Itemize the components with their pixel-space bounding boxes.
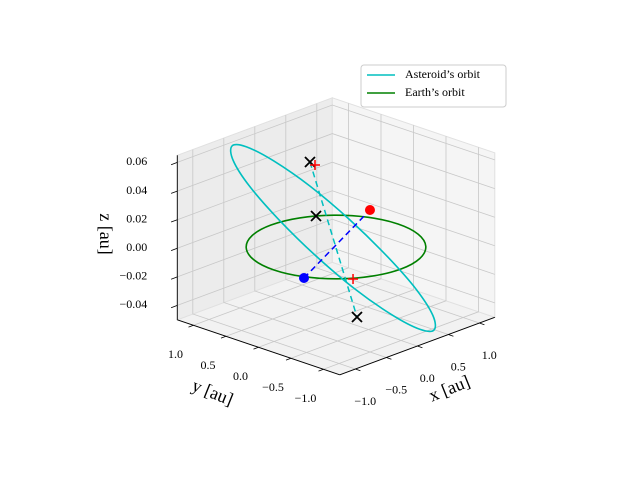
tick-mark <box>285 357 292 361</box>
grid-line <box>177 133 495 192</box>
grid-line <box>316 103 480 324</box>
grid-line <box>258 125 414 348</box>
dashed-link <box>303 209 371 279</box>
grid-line <box>193 103 349 326</box>
grid-line <box>290 136 447 359</box>
legend-label: Earth’s orbit <box>405 85 465 99</box>
x-tick-label: −1.0 <box>354 394 376 408</box>
tick-mark <box>170 219 178 223</box>
y-tick-label: −1.0 <box>295 391 317 405</box>
tick-mark <box>188 324 194 328</box>
z-tick-label: 0.06 <box>126 154 147 168</box>
y-tick-label: −0.5 <box>262 380 284 394</box>
tick-mark <box>170 305 178 309</box>
legend-label: Asteroid’s orbit <box>405 67 481 81</box>
grid-line <box>223 138 387 358</box>
grid-line <box>254 126 418 347</box>
x-tick-label: 1.0 <box>482 348 497 362</box>
grid-line <box>177 104 495 163</box>
z-tick-label: −0.02 <box>119 269 147 283</box>
tick-mark <box>170 276 178 280</box>
grid-line <box>177 190 495 249</box>
y-tick-label: 0.0 <box>233 369 248 383</box>
grid-line <box>192 149 356 370</box>
point-marker <box>299 273 310 284</box>
point-marker <box>348 274 359 285</box>
grid-line <box>225 114 382 337</box>
point-marker <box>351 311 363 323</box>
tick-mark <box>417 345 423 349</box>
tick-mark <box>386 357 392 360</box>
orbit-line <box>245 214 427 280</box>
tick-mark <box>220 335 227 339</box>
z-axis-label: z [au] <box>96 213 116 254</box>
tick-mark <box>318 368 324 372</box>
tick-mark <box>479 322 485 326</box>
tick-mark <box>170 247 178 251</box>
point-marker <box>364 205 375 216</box>
z-tick-label: 0.02 <box>126 211 147 225</box>
y-tick-label: 0.5 <box>201 358 216 372</box>
point-marker <box>310 159 320 170</box>
x-axis-line <box>339 316 495 376</box>
z-tick-label: 0.04 <box>126 183 147 197</box>
grid-line <box>177 161 495 221</box>
tick-mark <box>355 368 361 372</box>
y-tick-label: 1.0 <box>168 347 183 361</box>
tick-mark <box>170 190 178 194</box>
tick-mark <box>253 346 259 350</box>
tick-mark <box>448 334 454 337</box>
legend-box <box>360 64 507 108</box>
x-tick-label: −0.5 <box>385 382 407 396</box>
z-tick-label: 0.00 <box>126 240 147 254</box>
tick-mark <box>170 162 178 166</box>
y-axis-line <box>177 319 340 376</box>
grid-line <box>177 218 495 278</box>
orbit-line <box>229 143 437 333</box>
point-marker <box>310 210 322 222</box>
grid-line <box>323 147 479 370</box>
x-tick-label: 0.0 <box>420 371 435 385</box>
x-tick-label: 0.5 <box>451 359 466 373</box>
z-tick-label: −0.04 <box>119 297 147 311</box>
dashed-link <box>309 161 358 318</box>
